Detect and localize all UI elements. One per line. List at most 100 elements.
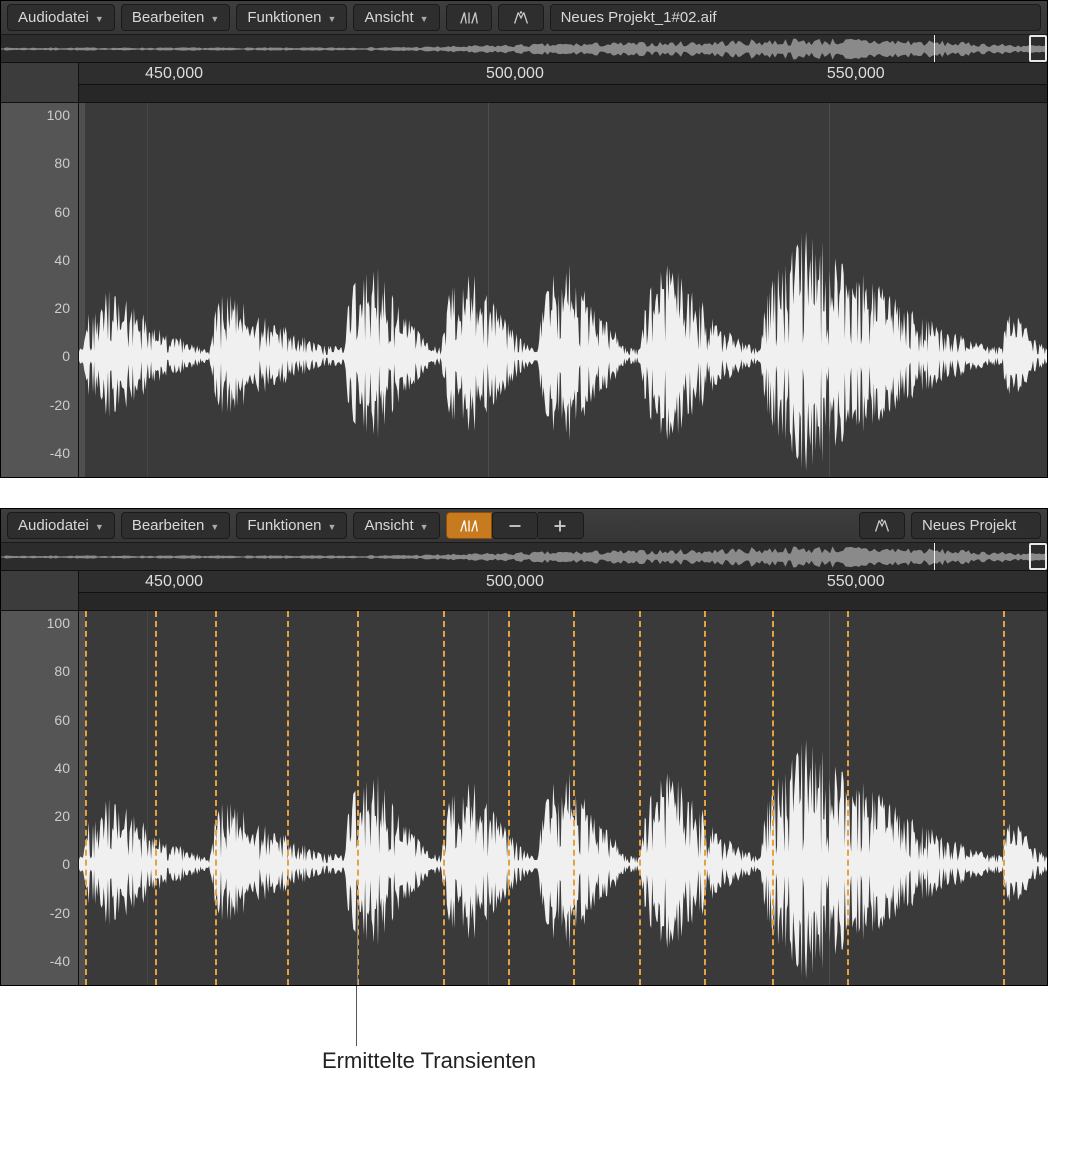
ruler-tick-label: 500,000	[486, 65, 544, 83]
menu-view[interactable]: Ansicht ▼	[353, 4, 439, 31]
transient-minus-button[interactable]	[492, 512, 538, 539]
y-tick-label: -20	[50, 905, 70, 921]
transient-mode-button[interactable]	[446, 4, 492, 31]
audio-editor-panel-bottom: Audiodatei ▼ Bearbeiten ▼ Funktionen ▼ Ansi…	[0, 508, 1048, 986]
file-name-field[interactable]: Neues Projekt_1#02.aif	[550, 4, 1041, 31]
y-tick-label: 100	[47, 615, 70, 631]
overview-playhead[interactable]	[934, 543, 935, 570]
callout-label: Ermittelte Transienten	[322, 1048, 536, 1074]
waveform-area: 100 80 60 40 20 0 -20 -40	[1, 103, 1047, 477]
transient-marker[interactable]	[1003, 611, 1005, 985]
menu-audiofile[interactable]: Audiodatei ▼	[7, 4, 115, 31]
transient-marker[interactable]	[704, 611, 706, 985]
overview-waveform	[1, 35, 1047, 63]
menu-view[interactable]: Ansicht ▼	[353, 512, 439, 539]
transient-marker[interactable]	[772, 611, 774, 985]
overview-strip[interactable]	[1, 543, 1047, 571]
file-name-field[interactable]: Neues Projekt	[911, 512, 1041, 539]
menu-label: Ansicht	[364, 9, 413, 26]
overview-waveform	[1, 543, 1047, 571]
menu-label: Bearbeiten	[132, 9, 205, 26]
chevron-down-icon: ▼	[420, 14, 429, 24]
chevron-down-icon: ▼	[328, 522, 337, 532]
menu-edit[interactable]: Bearbeiten ▼	[121, 4, 230, 31]
plus-icon	[549, 518, 571, 534]
y-tick-label: 60	[54, 712, 70, 728]
menu-label: Funktionen	[247, 517, 321, 534]
y-tick-label: -40	[50, 445, 70, 461]
transient-marker[interactable]	[85, 611, 87, 985]
y-tick-label: 80	[54, 663, 70, 679]
menu-label: Ansicht	[364, 517, 413, 534]
y-tick-label: -20	[50, 397, 70, 413]
toolbar: Audiodatei ▼ Bearbeiten ▼ Funktionen ▼ Ansi…	[1, 1, 1047, 35]
overview-viewport[interactable]	[1029, 35, 1047, 62]
y-tick-label: 40	[54, 252, 70, 268]
file-name-text: Neues Projekt	[922, 517, 1016, 534]
chevron-down-icon: ▼	[328, 14, 337, 24]
transient-marker[interactable]	[508, 611, 510, 985]
transient-marker[interactable]	[287, 611, 289, 985]
minus-icon	[504, 518, 526, 534]
amplitude-axis: 100 80 60 40 20 0 -20 -40	[1, 611, 79, 985]
ruler-tick-label: 450,000	[145, 65, 203, 83]
transient-marker[interactable]	[155, 611, 157, 985]
chevron-down-icon: ▼	[210, 14, 219, 24]
ruler-tick-label: 550,000	[827, 65, 885, 83]
menu-label: Bearbeiten	[132, 517, 205, 534]
overview-strip[interactable]	[1, 35, 1047, 63]
transient-segment	[446, 512, 584, 539]
flex-button[interactable]	[859, 512, 905, 539]
overview-viewport[interactable]	[1029, 543, 1047, 570]
y-tick-label: -40	[50, 953, 70, 969]
transient-glyph-icon	[458, 10, 480, 26]
time-ruler[interactable]: 450,000 500,000 550,000	[79, 63, 1047, 103]
menu-label: Funktionen	[247, 9, 321, 26]
ruler-tick-label: 550,000	[827, 573, 885, 591]
y-tick-label: 40	[54, 760, 70, 776]
ruler-tick-label: 500,000	[486, 573, 544, 591]
waveform-svg	[79, 611, 1047, 985]
transient-marker[interactable]	[573, 611, 575, 985]
audio-editor-panel-top: Audiodatei ▼ Bearbeiten ▼ Funktionen ▼ Ansi…	[0, 0, 1048, 478]
waveform-area: 100 80 60 40 20 0 -20 -40	[1, 611, 1047, 985]
y-tick-label: 60	[54, 204, 70, 220]
waveform-plot[interactable]	[79, 103, 1047, 477]
menu-functions[interactable]: Funktionen ▼	[236, 512, 347, 539]
ruler-corner	[1, 571, 79, 611]
waveform-plot[interactable]	[79, 611, 1047, 985]
amplitude-axis: 100 80 60 40 20 0 -20 -40	[1, 103, 79, 477]
chevron-down-icon: ▼	[95, 522, 104, 532]
y-tick-label: 0	[62, 856, 70, 872]
flex-button[interactable]	[498, 4, 544, 31]
overview-playhead[interactable]	[934, 35, 935, 62]
y-tick-label: 80	[54, 155, 70, 171]
menu-functions[interactable]: Funktionen ▼	[236, 4, 347, 31]
flex-glyph-icon	[871, 518, 893, 534]
callout-leader	[357, 903, 358, 985]
time-ruler[interactable]: 450,000 500,000 550,000	[79, 571, 1047, 611]
transient-marker[interactable]	[443, 611, 445, 985]
menu-edit[interactable]: Bearbeiten ▼	[121, 512, 230, 539]
menu-label: Audiodatei	[18, 517, 89, 534]
y-tick-label: 100	[47, 107, 70, 123]
y-tick-label: 20	[54, 300, 70, 316]
chevron-down-icon: ▼	[420, 522, 429, 532]
transient-marker[interactable]	[639, 611, 641, 985]
toolbar: Audiodatei ▼ Bearbeiten ▼ Funktionen ▼ Ansi…	[1, 509, 1047, 543]
transient-marker[interactable]	[215, 611, 217, 985]
transient-plus-button[interactable]	[538, 512, 584, 539]
ruler-tick-label: 450,000	[145, 573, 203, 591]
y-tick-label: 20	[54, 808, 70, 824]
menu-audiofile[interactable]: Audiodatei ▼	[7, 512, 115, 539]
transient-mode-button[interactable]	[446, 512, 492, 539]
ruler-corner	[1, 63, 79, 103]
menu-label: Audiodatei	[18, 9, 89, 26]
flex-glyph-icon	[510, 10, 532, 26]
transient-glyph-icon	[458, 518, 480, 534]
y-tick-label: 0	[62, 348, 70, 364]
transient-marker[interactable]	[847, 611, 849, 985]
chevron-down-icon: ▼	[95, 14, 104, 24]
chevron-down-icon: ▼	[210, 522, 219, 532]
callout-leader	[356, 986, 357, 1046]
